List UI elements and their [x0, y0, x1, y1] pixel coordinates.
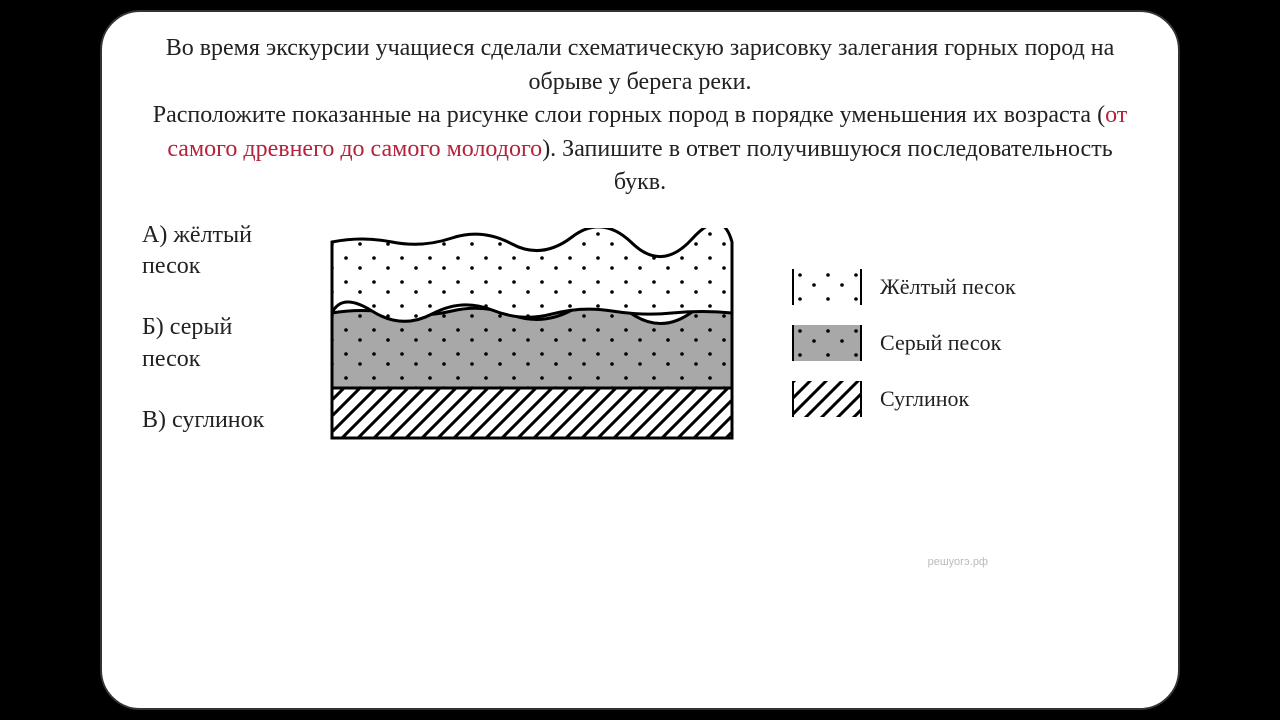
legend-label: Суглинок	[880, 386, 969, 412]
option-letter: В)	[142, 407, 166, 433]
legend: Жёлтый песок Серый песок Суглинок	[792, 269, 1016, 417]
legend-swatch-loam	[792, 381, 862, 417]
question-para1: Во время экскурсии учащиеся сделали схем…	[166, 35, 1115, 95]
strata-diagram	[312, 228, 752, 458]
option-b: Б) серый песок	[142, 312, 282, 374]
legend-swatch-grey	[792, 325, 862, 361]
legend-swatch-yellow	[792, 269, 862, 305]
legend-label: Жёлтый песок	[880, 274, 1016, 300]
question-para2-post: ). Запишите в ответ получившуюся последо…	[542, 136, 1112, 196]
diagram-wrap: Жёлтый песок Серый песок Суглинок	[312, 220, 1138, 466]
options-list: А) жёлтый песок Б) серый песок В) суглин…	[142, 220, 282, 466]
legend-row-loam: Суглинок	[792, 381, 1016, 417]
option-label: суглинок	[172, 407, 264, 433]
option-letter: А)	[142, 222, 167, 248]
legend-row-yellow: Жёлтый песок	[792, 269, 1016, 305]
legend-row-grey: Серый песок	[792, 325, 1016, 361]
option-letter: Б)	[142, 314, 164, 340]
question-text: Во время экскурсии учащиеся сделали схем…	[142, 32, 1138, 200]
layer-yellow-sand	[332, 228, 732, 321]
slide-container: Во время экскурсии учащиеся сделали схем…	[100, 10, 1180, 710]
option-c: В) суглинок	[142, 405, 282, 436]
watermark: решуогэ.рф	[928, 556, 988, 568]
option-a: А) жёлтый песок	[142, 220, 282, 282]
layer-loam	[332, 388, 732, 438]
content-area: А) жёлтый песок Б) серый песок В) суглин…	[142, 220, 1138, 466]
question-para2-pre: Расположите показанные на рисунке слои г…	[153, 102, 1105, 128]
legend-label: Серый песок	[880, 330, 1001, 356]
